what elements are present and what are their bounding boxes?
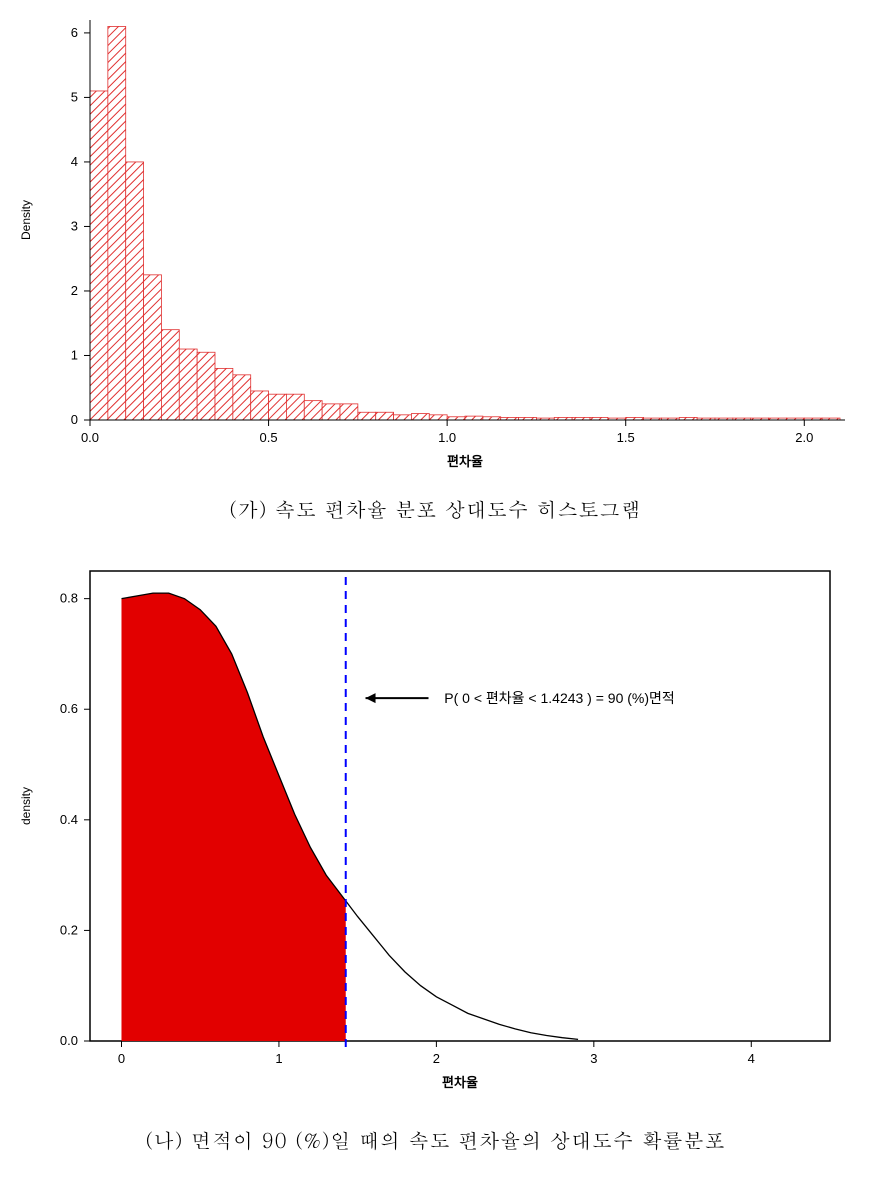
- bottom-caption: (나) 면적이 90 (%)일 때의 속도 편차율의 상대도수 확률분포: [0, 1111, 871, 1182]
- svg-text:0.0: 0.0: [81, 430, 99, 445]
- bottom-chart-svg: P( 0 < 편차율 < 1.4243 ) = 90 (%)면적 0 1 2 3 4 0.0…: [0, 551, 871, 1111]
- svg-text:P( 0 < 편차율 < 1.4243 ) = 90 (%): P( 0 < 편차율 < 1.4243 ) = 90 (%)면적: [444, 690, 675, 706]
- svg-text:0.6: 0.6: [60, 701, 78, 716]
- svg-text:1.5: 1.5: [617, 430, 635, 445]
- top-chart-svg: 0.0 0.5 1.0 1.5 2.0 0 1 2 3 4 5 6 Density 편차율: [0, 0, 871, 480]
- svg-text:3: 3: [71, 218, 78, 233]
- svg-text:0.2: 0.2: [60, 922, 78, 937]
- svg-text:2: 2: [433, 1051, 440, 1066]
- bottom-chart: P( 0 < 편차율 < 1.4243 ) = 90 (%)면적 0 1 2 3 4 0.0…: [0, 551, 871, 1111]
- svg-text:0.8: 0.8: [60, 591, 78, 606]
- svg-text:1.0: 1.0: [438, 430, 456, 445]
- svg-text:편차율: 편차율: [442, 1075, 478, 1090]
- svg-text:Density: Density: [19, 200, 33, 240]
- top-caption: (가) 속도 편차율 분포 상대도수 히스토그램: [0, 480, 871, 551]
- svg-text:0.0: 0.0: [60, 1033, 78, 1048]
- svg-text:2.0: 2.0: [795, 430, 813, 445]
- svg-text:0.5: 0.5: [260, 430, 278, 445]
- svg-text:1: 1: [275, 1051, 282, 1066]
- svg-text:3: 3: [590, 1051, 597, 1066]
- svg-text:편차율: 편차율: [447, 454, 483, 469]
- svg-text:6: 6: [71, 25, 78, 40]
- svg-text:1: 1: [71, 347, 78, 362]
- svg-text:4: 4: [748, 1051, 755, 1066]
- svg-text:0: 0: [71, 412, 78, 427]
- svg-text:4: 4: [71, 154, 78, 169]
- svg-text:5: 5: [71, 89, 78, 104]
- svg-text:2: 2: [71, 283, 78, 298]
- svg-text:density: density: [19, 787, 33, 825]
- svg-text:0.4: 0.4: [60, 812, 78, 827]
- top-chart: 0.0 0.5 1.0 1.5 2.0 0 1 2 3 4 5 6 Density 편차율: [0, 0, 871, 480]
- svg-text:0: 0: [118, 1051, 125, 1066]
